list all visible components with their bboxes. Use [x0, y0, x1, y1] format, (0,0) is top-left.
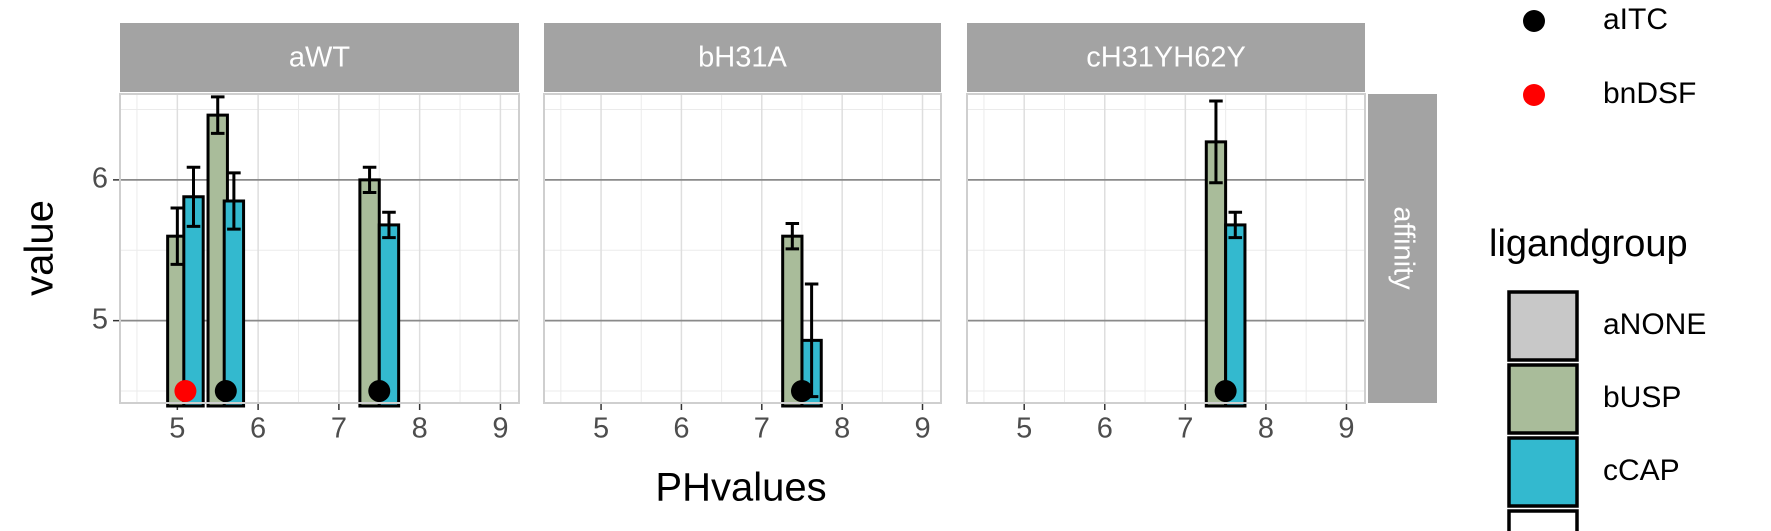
bar: [182, 195, 205, 408]
legend-label: aITC: [1603, 3, 1668, 36]
plot-border: [966, 93, 1366, 404]
x-tick-label: 5: [593, 413, 609, 445]
legend-label: bUSP: [1603, 381, 1681, 414]
legend-point: [1523, 10, 1545, 32]
y-tick-label: 6: [92, 163, 108, 195]
bar: [1224, 223, 1247, 408]
x-tick-label: 9: [492, 413, 508, 445]
legend-key: [1507, 509, 1579, 531]
legend-label: aNONE: [1603, 308, 1706, 341]
legend-label: cCAP: [1603, 454, 1680, 487]
panel-strip: [967, 23, 1365, 92]
error-bar: [227, 171, 241, 231]
x-tick-label: 9: [1338, 413, 1354, 445]
plot-border: [119, 93, 520, 404]
point: [368, 380, 391, 403]
bar: [377, 223, 401, 408]
error-bar: [170, 206, 185, 266]
row-strip: [1368, 94, 1437, 403]
legend-label: bnDSF: [1603, 77, 1696, 110]
x-tick-label: 6: [673, 413, 689, 445]
x-tick-label: 5: [1016, 413, 1032, 445]
error-bar: [186, 165, 201, 228]
x-tick-label: 7: [754, 413, 770, 445]
point: [1214, 380, 1237, 403]
legend-key: [1507, 290, 1579, 362]
x-tick-label: 7: [1177, 413, 1193, 445]
x-tick-label: 6: [1097, 413, 1113, 445]
error-bar: [382, 210, 396, 240]
panel-strip: [544, 23, 941, 92]
error-bar: [210, 95, 225, 135]
plot-border: [543, 93, 942, 404]
panel-title: bH31A: [698, 42, 787, 74]
x-tick-label: 8: [412, 413, 428, 445]
row-strip-label: affinity: [1387, 206, 1419, 290]
legend-key: [1507, 436, 1579, 508]
bar: [222, 199, 246, 408]
bar: [358, 178, 381, 408]
legend-title: ligandgroup: [1489, 223, 1688, 265]
point: [214, 380, 237, 403]
x-tick-label: 8: [834, 413, 850, 445]
error-bar: [1209, 99, 1223, 185]
y-axis-title: value: [18, 200, 62, 296]
error-bar: [785, 222, 800, 251]
error-bar: [362, 165, 377, 195]
panel-title: cH31YH62Y: [1086, 42, 1246, 74]
legend-key: [1507, 363, 1579, 435]
panel-title: aWT: [289, 42, 351, 74]
x-tick-label: 9: [914, 413, 930, 445]
x-tick-label: 6: [250, 413, 266, 445]
x-tick-label: 7: [331, 413, 347, 445]
point: [174, 380, 197, 403]
x-tick-label: 8: [1258, 413, 1274, 445]
panel-strip: [120, 23, 519, 92]
x-axis-title: PHvalues: [655, 466, 826, 510]
x-tick-label: 5: [169, 413, 185, 445]
error-bar: [1228, 210, 1243, 240]
legend-point: [1523, 84, 1545, 106]
y-tick-label: 5: [92, 303, 108, 335]
point: [790, 380, 813, 403]
